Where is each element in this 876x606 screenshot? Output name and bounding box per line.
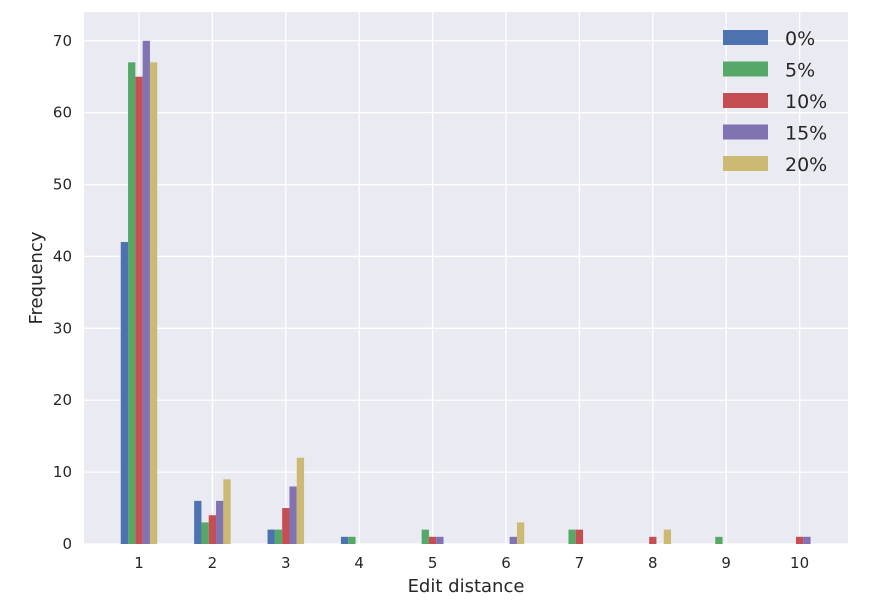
y-tick-label: 30	[53, 319, 72, 337]
y-tick-label: 10	[53, 463, 72, 481]
bar-0pct-4	[340, 536, 349, 544]
y-tick-label: 40	[53, 247, 72, 265]
bar-5pct-2	[201, 522, 209, 544]
bar-5pct-5	[421, 529, 429, 544]
x-tick-label: 3	[281, 554, 291, 572]
bar-15pct-3	[289, 486, 297, 544]
bar-10pct-1	[135, 76, 143, 545]
legend-swatch	[723, 61, 768, 77]
x-tick-label: 5	[428, 554, 438, 572]
x-tick-label: 6	[501, 554, 511, 572]
x-tick-label: 10	[790, 554, 809, 572]
plot-background	[84, 12, 848, 544]
bar-20pct-8	[663, 529, 672, 544]
legend-swatch	[723, 156, 768, 171]
x-tick-label: 7	[575, 554, 585, 572]
y-tick-label: 20	[53, 391, 72, 409]
bar-20pct-6	[516, 522, 525, 544]
bar-5pct-1	[128, 62, 136, 544]
x-tick-label: 2	[208, 554, 218, 572]
grid-layer	[84, 12, 848, 545]
y-tick-label: 0	[62, 535, 72, 553]
bars-layer	[120, 40, 811, 545]
x-tick-label: 9	[721, 554, 731, 572]
y-axis-label: Frequency	[26, 231, 47, 324]
bar-10pct-5	[428, 536, 437, 544]
legend-label: 10%	[785, 91, 827, 113]
legend-label: 15%	[785, 123, 827, 145]
bar-10pct-8	[649, 536, 657, 544]
bar-5pct-3	[274, 529, 283, 544]
bar-10pct-2	[208, 515, 217, 544]
legend-label: 20%	[785, 154, 827, 176]
legend-swatch	[723, 30, 768, 45]
bar-5pct-9	[715, 536, 723, 544]
legend-label: 0%	[785, 28, 815, 50]
x-tick-label: 1	[134, 554, 144, 572]
bar-10pct-7	[575, 529, 584, 544]
x-tick-label: 8	[648, 554, 658, 572]
bar-20pct-3	[296, 457, 305, 544]
bar-10pct-3	[282, 508, 290, 544]
y-tick-label: 70	[53, 32, 72, 50]
bar-5pct-4	[348, 536, 356, 544]
bar-0pct-1	[120, 242, 129, 544]
y-tick-label: 50	[53, 176, 72, 194]
bar-15pct-2	[216, 500, 224, 544]
bar-5pct-7	[568, 529, 576, 544]
legend-swatch	[723, 93, 768, 108]
bar-15pct-1	[142, 40, 150, 545]
bar-20pct-1	[149, 62, 158, 544]
bar-0pct-3	[267, 529, 275, 544]
bar-10pct-10	[795, 536, 804, 544]
bar-20pct-2	[223, 479, 231, 544]
legend-label: 5%	[785, 60, 815, 82]
y-tick-label: 60	[53, 104, 72, 122]
x-axis-label: Edit distance	[408, 576, 525, 597]
bar-15pct-10	[803, 536, 811, 544]
legend-swatch	[723, 124, 768, 140]
legend: 0% 5% 10% 15% 20%	[723, 28, 827, 176]
bar-15pct-5	[436, 536, 444, 544]
x-tick-label: 4	[354, 554, 364, 572]
bar-0pct-2	[194, 500, 202, 544]
ticks-layer: 0 10 20 30 40 50 60 70 1 2 3 4 5 6 7 8 9 10	[53, 32, 809, 572]
bar-15pct-6	[509, 536, 517, 544]
